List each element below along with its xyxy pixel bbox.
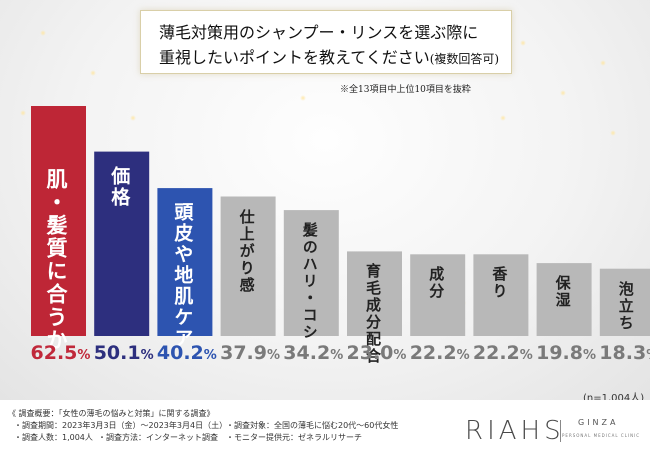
clinic-logo-caption: PERSONAL MEDICAL CLINIC <box>562 433 641 438</box>
value-number-8: 22.2 <box>472 342 520 364</box>
category-label-1: 肌・髪質に合うか <box>44 168 69 352</box>
value-number-4: 37.9 <box>220 342 267 364</box>
value-number-3: 40.2 <box>156 342 204 364</box>
survey-method: ・調査方法：インターネット調査 <box>98 433 218 442</box>
category-label-5: 髪のハリ・コシ <box>300 222 319 342</box>
sparkle <box>500 115 506 121</box>
survey-target: ・調査対象：全国の薄毛に悩む20代〜60代女性 <box>226 421 399 430</box>
value-label-4: 37.9% <box>220 342 280 364</box>
value-unit-7: % <box>456 348 470 363</box>
clinic-logo-sub: GINZA <box>578 418 619 427</box>
sparkle <box>560 90 566 96</box>
title-note: (複数回答可) <box>429 52 500 66</box>
value-number-6: 23.0 <box>346 342 394 364</box>
bar-10 <box>599 268 650 336</box>
value-unit-6: % <box>393 348 407 363</box>
value-label-5: 34.2% <box>283 342 343 364</box>
title-line-2: 重視したいポイントを教えてください(複数回答可) <box>159 44 499 68</box>
category-label-2: 価格 <box>108 165 131 208</box>
logo-divider <box>560 420 561 442</box>
sparkle <box>600 60 606 66</box>
value-unit-5: % <box>330 348 344 363</box>
bar-1 <box>31 106 86 336</box>
value-label-3: 40.2% <box>156 342 217 364</box>
value-unit-2: % <box>140 348 154 363</box>
sparkle <box>130 115 136 121</box>
value-label-9: 19.8% <box>536 342 596 364</box>
sparkle <box>40 30 46 36</box>
survey-count: ・調査人数：1,004人 <box>14 433 93 442</box>
value-unit-1: % <box>77 348 91 363</box>
value-number-1: 62.5 <box>30 342 78 364</box>
value-label-6: 23.0% <box>346 342 407 364</box>
value-unit-8: % <box>519 348 533 363</box>
survey-period: ・調査期間：2023年3月3日（金）〜2023年3月4日（土） <box>14 421 228 430</box>
value-unit-3: % <box>203 348 217 363</box>
value-number-5: 34.2 <box>283 342 331 364</box>
value-number-2: 50.1 <box>93 342 141 364</box>
value-label-7: 22.2% <box>409 342 470 364</box>
bar-4 <box>220 196 276 336</box>
sparkle <box>520 40 526 46</box>
sparkle <box>300 95 306 101</box>
sample-size-note: (n=1,004人) <box>583 393 645 404</box>
survey-provider: ・モニター提供元：ゼネラルリサーチ <box>226 433 362 442</box>
category-label-9: 保湿 <box>553 275 572 310</box>
title-line-1: 薄毛対策用のシャンプー・リンスを選ぶ際に <box>159 23 479 42</box>
bar-3 <box>157 188 213 336</box>
value-label-8: 22.2% <box>472 342 533 364</box>
survey-heading: 《 調査概要：「女性の薄毛の悩みと対策」に関する調査》 <box>8 409 215 418</box>
category-label-3: 頭皮や地肌ケア <box>171 202 194 350</box>
subset-note: ※全13項目中上位10項目を抜粋 <box>340 85 471 95</box>
sparkle <box>610 130 616 136</box>
survey-footer: 《 調査概要：「女性の薄毛の悩みと対策」に関する調査》 ・調査期間：2023年3… <box>0 400 650 450</box>
category-label-10: 泡立ち <box>616 280 635 332</box>
category-label-4: 仕上がり感 <box>237 208 256 294</box>
value-label-1: 62.5% <box>30 342 91 364</box>
value-unit-4: % <box>266 348 281 363</box>
sparkle <box>90 70 96 76</box>
category-label-7: 成分 <box>427 266 446 301</box>
bar-7 <box>410 254 466 336</box>
category-label-8: 香り <box>490 266 509 301</box>
bar-8 <box>473 254 529 336</box>
bar-6 <box>347 251 402 336</box>
value-unit-10: % <box>646 348 650 363</box>
title-line-2-text: 重視したいポイントを教えてください <box>159 48 430 67</box>
category-label-6: 育毛成分配合 <box>364 263 382 366</box>
bar-chart <box>31 106 650 336</box>
value-number-9: 19.8 <box>536 342 583 364</box>
bar-2 <box>94 151 150 336</box>
value-label-2: 50.1% <box>93 342 154 364</box>
value-number-7: 22.2 <box>409 342 457 364</box>
value-label-10: 18.3% <box>599 342 650 364</box>
title-box: 薄毛対策用のシャンプー・リンスを選ぶ際に 重視したいポイントを教えてください(複… <box>140 10 512 74</box>
value-number-10: 18.3 <box>599 342 647 364</box>
bar-9 <box>536 263 592 336</box>
bar-5 <box>283 210 339 336</box>
sparkle <box>20 110 26 116</box>
clinic-logo: RIAHS <box>465 416 565 446</box>
value-unit-9: % <box>582 348 597 363</box>
